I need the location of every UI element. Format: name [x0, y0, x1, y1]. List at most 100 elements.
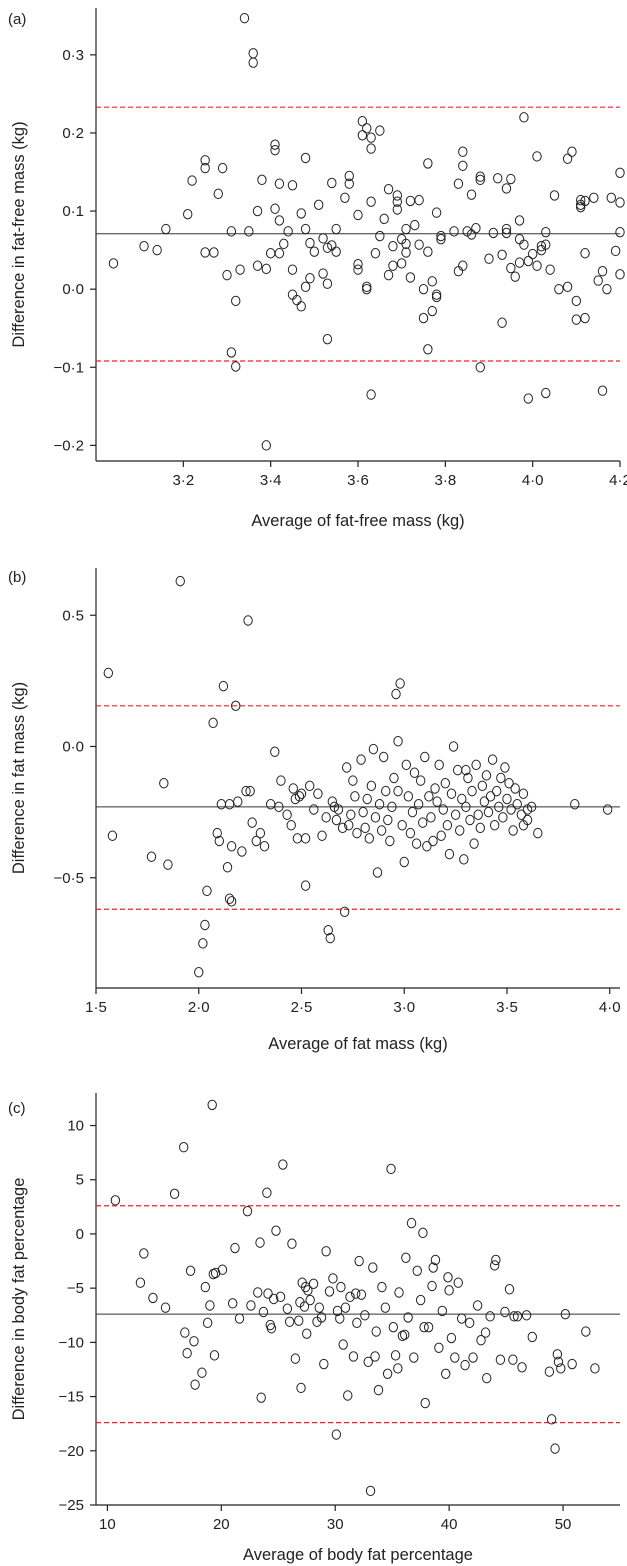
data-point [401, 223, 411, 235]
data-point [517, 1362, 527, 1373]
data-point [450, 809, 461, 820]
x-tick-label: 4·2 [609, 472, 627, 489]
data-point [224, 893, 235, 904]
data-point [258, 1306, 269, 1318]
data-point [506, 173, 516, 185]
data-point [396, 258, 407, 269]
data-point [226, 841, 237, 852]
data-point [434, 1342, 444, 1353]
data-point [368, 1262, 378, 1273]
data-point [362, 283, 372, 295]
data-point [615, 197, 625, 208]
data-point [226, 896, 237, 907]
data-point [202, 1317, 213, 1329]
data-point [348, 1351, 359, 1362]
y-tick-label: 0 [76, 1226, 84, 1243]
data-point [266, 1323, 277, 1334]
data-point [495, 1354, 506, 1365]
data-point [589, 192, 599, 203]
data-point [200, 162, 210, 174]
data-point [494, 801, 504, 813]
data-point [597, 385, 608, 396]
data-point [222, 862, 233, 873]
y-tick-label: 0·1 [62, 203, 84, 220]
data-point [606, 192, 616, 203]
data-point [346, 809, 356, 820]
data-point [466, 189, 477, 200]
data-point [395, 678, 405, 689]
data-point [415, 1294, 426, 1306]
data-point [527, 1331, 537, 1343]
data-point [497, 317, 507, 328]
data-point [108, 258, 119, 269]
y-tick-label: −0·5 [54, 870, 84, 887]
data-point [437, 1305, 447, 1317]
data-point [305, 1294, 315, 1306]
data-point [340, 192, 350, 203]
data-point [370, 248, 381, 259]
data-point [337, 822, 348, 834]
x-tick-label: 1·5 [85, 999, 107, 1016]
data-point [189, 1336, 199, 1347]
data-point [208, 717, 218, 729]
data-point [309, 804, 319, 815]
data-point [407, 806, 418, 818]
data-point [500, 1306, 510, 1318]
data-point [309, 246, 320, 257]
y-tick-label: −20 [59, 1443, 84, 1460]
data-point [300, 223, 311, 235]
data-point [370, 812, 381, 823]
data-point [403, 791, 414, 802]
data-point [436, 233, 446, 245]
data-point [484, 253, 494, 264]
data-point [357, 116, 368, 127]
x-tick-label: 30 [327, 1516, 344, 1533]
data-point [245, 785, 255, 797]
y-tick-label: 5 [76, 1172, 84, 1189]
data-point [345, 1291, 355, 1303]
data-point [487, 754, 498, 765]
data-point [239, 12, 250, 24]
data-point [275, 1291, 286, 1303]
data-point [422, 841, 432, 852]
data-point [290, 1353, 301, 1364]
data-point [205, 1300, 215, 1311]
data-point [262, 1187, 272, 1198]
data-point [393, 785, 403, 797]
data-point [200, 1281, 211, 1293]
data-point [255, 827, 266, 839]
data-point [209, 1350, 220, 1361]
data-point [182, 1348, 192, 1359]
data-point [453, 1277, 463, 1288]
data-point [394, 1287, 404, 1298]
y-tick-label: 0·2 [62, 125, 84, 142]
data-point [465, 814, 475, 826]
data-point [287, 289, 298, 300]
data-point [450, 1352, 460, 1363]
data-point [514, 215, 525, 226]
data-point [414, 194, 424, 206]
data-point [333, 804, 344, 815]
data-point [335, 1313, 345, 1324]
data-point [457, 793, 467, 805]
data-point [212, 827, 222, 839]
data-point [295, 1297, 305, 1308]
data-point [388, 241, 398, 252]
data-point [471, 223, 481, 234]
data-point [317, 830, 327, 841]
data-point [436, 230, 446, 242]
data-point [501, 223, 512, 235]
data-point [389, 772, 399, 784]
data-point [456, 1313, 467, 1324]
data-point [282, 809, 292, 820]
data-point [496, 772, 506, 784]
data-point [403, 1312, 413, 1323]
data-point [519, 239, 529, 250]
data-point [556, 1363, 566, 1374]
data-point [549, 190, 560, 201]
data-point [527, 248, 538, 260]
data-point [545, 264, 555, 275]
y-axis-title: Difference in body fat percentage [10, 1178, 28, 1421]
data-point [514, 233, 525, 245]
data-point [409, 1352, 419, 1363]
